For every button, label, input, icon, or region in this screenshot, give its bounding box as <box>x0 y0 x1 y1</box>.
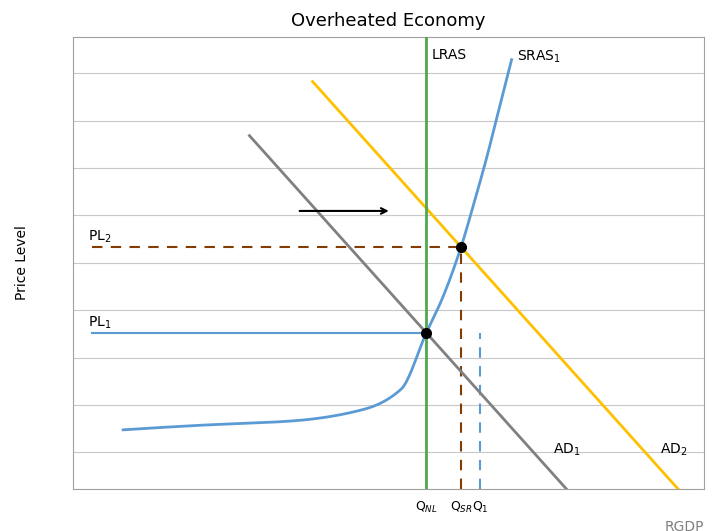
Text: RGDP: RGDP <box>665 520 704 531</box>
Text: Q$_1$: Q$_1$ <box>472 500 489 515</box>
Text: PL$_1$: PL$_1$ <box>89 314 112 330</box>
Text: Q$_{NL}$: Q$_{NL}$ <box>415 500 438 515</box>
Text: Q$_{SR}$: Q$_{SR}$ <box>449 500 473 515</box>
Text: AD$_2$: AD$_2$ <box>660 442 688 458</box>
Text: SRAS$_1$: SRAS$_1$ <box>517 48 560 65</box>
Text: PL$_2$: PL$_2$ <box>89 228 112 245</box>
Text: AD$_1$: AD$_1$ <box>552 442 580 458</box>
Title: Overheated Economy: Overheated Economy <box>291 12 486 30</box>
Text: Price Level: Price Level <box>15 225 29 301</box>
Text: LRAS: LRAS <box>431 48 467 63</box>
